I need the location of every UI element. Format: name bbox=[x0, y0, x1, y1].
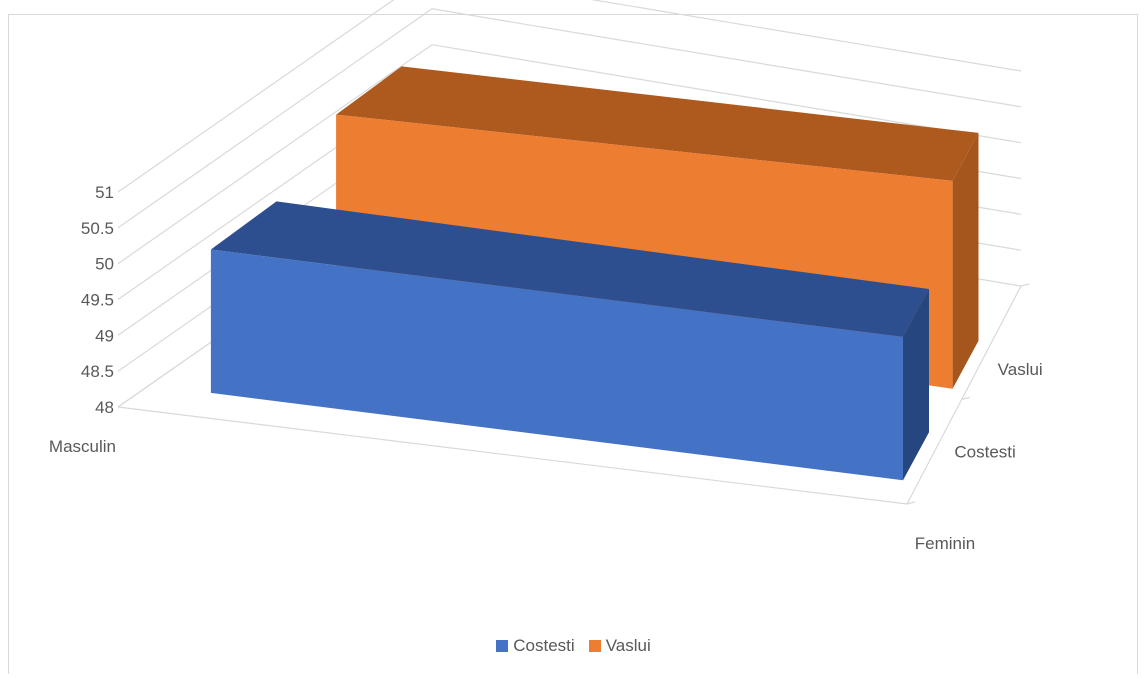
series-axis-label-costesti: Costesti bbox=[954, 443, 1015, 462]
legend-label-costesti: Costesti bbox=[513, 636, 575, 655]
legend-item-costesti: Costesti bbox=[496, 636, 575, 656]
y-tick-label-0: 48 bbox=[95, 398, 114, 417]
depth-tick-0 bbox=[906, 501, 916, 505]
gridline-5 bbox=[117, 8, 1022, 229]
gridline-6 bbox=[117, 0, 1022, 193]
legend-swatch-vaslui bbox=[588, 640, 601, 652]
bar-top-costesti bbox=[210, 201, 929, 337]
bar-front-costesti bbox=[210, 249, 903, 481]
depth-tick-1 bbox=[961, 396, 970, 400]
gridline-4 bbox=[117, 44, 1022, 265]
legend-label-vaslui: Vaslui bbox=[605, 636, 651, 655]
y-tick-label-5: 50.5 bbox=[81, 219, 114, 238]
bar-side-costesti bbox=[903, 289, 929, 481]
y-tick-label-1: 48.5 bbox=[81, 362, 114, 381]
y-tick-label-2: 49 bbox=[95, 326, 114, 345]
category-label-masculin: Masculin bbox=[49, 437, 116, 456]
y-tick-label-4: 50 bbox=[95, 255, 114, 274]
depth-tick-2 bbox=[1020, 283, 1030, 287]
category-label-feminin: Feminin bbox=[915, 534, 975, 553]
series-axis-label-vaslui: Vaslui bbox=[998, 360, 1043, 379]
legend-swatch-costesti bbox=[496, 640, 509, 652]
bar-side-vaslui bbox=[952, 132, 979, 389]
floor-right-edge bbox=[906, 285, 1022, 505]
bar-top-vaslui bbox=[336, 66, 979, 181]
y-tick-label-6: 51 bbox=[95, 183, 114, 202]
legend-item-vaslui: Vaslui bbox=[588, 636, 651, 656]
y-tick-label-3: 49.5 bbox=[81, 291, 114, 310]
floor-front-edge bbox=[117, 406, 908, 505]
legend: Costesti Vaslui bbox=[0, 636, 1147, 656]
